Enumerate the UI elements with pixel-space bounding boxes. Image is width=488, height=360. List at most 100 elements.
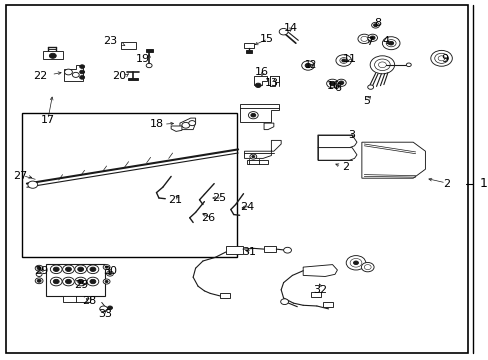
Circle shape (37, 279, 41, 282)
Circle shape (80, 70, 84, 74)
Circle shape (346, 256, 365, 270)
Circle shape (250, 113, 255, 117)
Text: 29: 29 (34, 266, 49, 276)
Polygon shape (269, 76, 278, 86)
Text: 23: 23 (103, 36, 117, 46)
Polygon shape (317, 148, 356, 160)
Text: 6: 6 (333, 83, 340, 93)
Polygon shape (62, 296, 90, 302)
Circle shape (35, 278, 43, 284)
Circle shape (305, 63, 310, 68)
Text: 30: 30 (103, 266, 117, 276)
Text: 26: 26 (201, 213, 214, 223)
Bar (245, 50, 251, 53)
Text: 33: 33 (98, 309, 112, 319)
Circle shape (62, 265, 74, 274)
Text: 8: 8 (373, 18, 380, 28)
Circle shape (382, 37, 399, 50)
Circle shape (406, 63, 410, 67)
Circle shape (28, 181, 38, 188)
Circle shape (65, 279, 71, 284)
Bar (121, 42, 136, 49)
Text: 15: 15 (259, 34, 273, 44)
Circle shape (78, 279, 83, 284)
Text: 18: 18 (149, 119, 163, 129)
Text: 28: 28 (82, 296, 97, 306)
Circle shape (62, 277, 74, 286)
Bar (220, 293, 229, 298)
Circle shape (72, 72, 79, 77)
Circle shape (367, 34, 377, 41)
Text: 21: 21 (168, 195, 182, 205)
Polygon shape (48, 49, 56, 54)
Text: 5: 5 (363, 96, 369, 106)
Polygon shape (239, 104, 278, 122)
Text: 2: 2 (442, 179, 449, 189)
Text: 27: 27 (13, 171, 28, 181)
Polygon shape (317, 135, 356, 148)
Circle shape (378, 62, 386, 68)
Circle shape (146, 63, 152, 68)
Circle shape (437, 56, 444, 61)
Circle shape (369, 36, 374, 40)
Text: 10: 10 (326, 81, 340, 91)
Circle shape (367, 85, 373, 89)
Circle shape (251, 156, 254, 158)
Text: 7: 7 (365, 37, 372, 48)
Circle shape (357, 34, 370, 44)
Circle shape (349, 258, 361, 267)
Circle shape (75, 277, 86, 286)
Bar (310, 292, 321, 297)
Circle shape (248, 112, 258, 119)
Circle shape (64, 69, 72, 75)
Text: 20: 20 (112, 71, 125, 81)
Polygon shape (63, 65, 83, 81)
Circle shape (336, 79, 346, 86)
Circle shape (338, 81, 343, 85)
Circle shape (103, 279, 110, 284)
Bar (128, 78, 138, 80)
Circle shape (103, 265, 110, 270)
Bar (322, 302, 333, 307)
Circle shape (364, 265, 370, 270)
Circle shape (329, 81, 335, 86)
Polygon shape (254, 76, 266, 85)
Circle shape (369, 56, 394, 74)
Circle shape (335, 55, 351, 66)
Circle shape (108, 273, 111, 275)
Text: 32: 32 (313, 285, 326, 295)
Circle shape (87, 277, 99, 286)
Text: 12: 12 (305, 60, 317, 70)
Text: 19: 19 (136, 54, 150, 64)
Text: 29: 29 (74, 280, 89, 290)
Polygon shape (246, 160, 267, 164)
Bar (264, 246, 276, 252)
Text: 11: 11 (342, 54, 356, 64)
Circle shape (50, 265, 62, 274)
Circle shape (90, 279, 96, 284)
Bar (43, 51, 62, 59)
Circle shape (360, 36, 367, 41)
Text: 16: 16 (255, 67, 268, 77)
Circle shape (105, 280, 108, 283)
Bar (22, 113, 237, 257)
Circle shape (279, 28, 287, 35)
Bar (225, 246, 243, 254)
Circle shape (388, 41, 393, 45)
Circle shape (65, 267, 71, 271)
Circle shape (255, 83, 261, 87)
Text: 1: 1 (478, 177, 486, 190)
Circle shape (87, 265, 99, 274)
Text: 3: 3 (348, 130, 355, 140)
Circle shape (361, 262, 373, 272)
Bar (145, 49, 152, 52)
Circle shape (280, 299, 288, 305)
Text: 14: 14 (284, 23, 297, 33)
Circle shape (53, 267, 59, 271)
Circle shape (107, 306, 112, 310)
Polygon shape (46, 264, 105, 296)
Circle shape (430, 50, 451, 66)
Text: 31: 31 (242, 247, 256, 257)
Polygon shape (244, 140, 281, 158)
Circle shape (90, 267, 96, 271)
